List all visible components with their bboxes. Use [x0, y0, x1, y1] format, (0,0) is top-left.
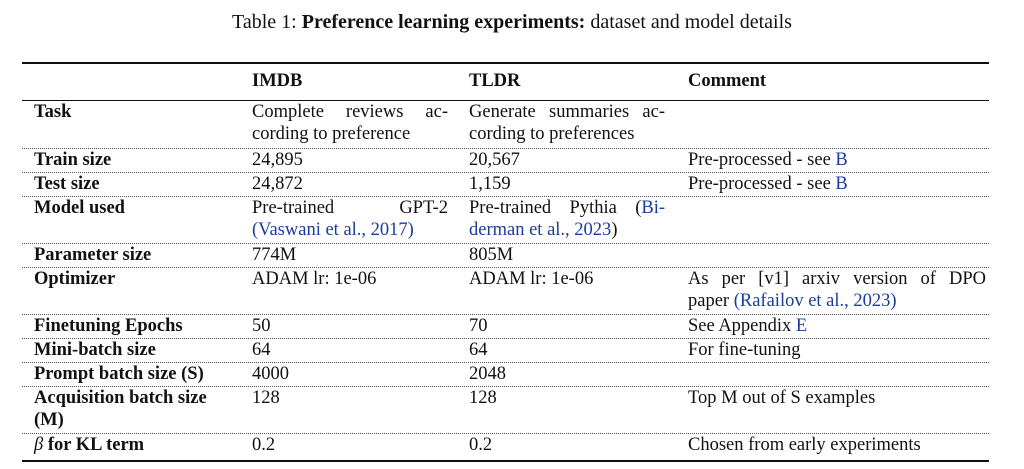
header-comment: Comment [688, 71, 767, 91]
tldr-line: Generate summaries ac- [469, 102, 665, 122]
comment-line: As per [v1] arxiv version of DPO [688, 269, 986, 289]
tldr-text: ) [611, 220, 618, 240]
citation-link[interactable]: derman et al., 2023 [469, 220, 612, 240]
appendix-link[interactable]: B [835, 150, 848, 170]
row-label-text: for KL term [43, 435, 145, 455]
tldr-cell: Generate summaries ac- cording to prefer… [469, 101, 665, 145]
row-label: Acquisition batch size (M) [34, 387, 249, 431]
details-table: IMDB TLDR Comment Task Complete reviews … [22, 62, 989, 462]
table-row-prompt-batch-size: Prompt batch size (S) 4000 2048 [22, 363, 989, 387]
row-label: Train size [34, 150, 112, 170]
comment-cell: Chosen from early experiments [688, 435, 921, 455]
table-caption: Table 1: Preference learning experiments… [0, 8, 1024, 36]
imdb-line: cording to preference [252, 124, 411, 144]
table-row-beta-kl: β for KL term 0.2 0.2 Chosen from early … [22, 434, 989, 460]
imdb-cell: ADAM lr: 1e-06 [252, 269, 377, 289]
tldr-text: Pre-trained Pythia ( [469, 198, 642, 218]
table-row-finetuning-epochs: Finetuning Epochs 50 70 See Appendix E [22, 315, 989, 339]
table-row-model-used: Model used Pre-trained GPT-2 (Vaswani et… [22, 197, 989, 244]
tldr-line: Pre-trained Pythia (Bi- [469, 197, 665, 219]
citation-link[interactable]: (Rafailov et al., 2023) [733, 291, 897, 311]
table-row-optimizer: Optimizer ADAM lr: 1e-06 ADAM lr: 1e-06 … [22, 268, 989, 315]
imdb-cell: 64 [252, 340, 271, 360]
row-label: Model used [34, 198, 125, 218]
comment-cell: Pre-processed - see B [688, 173, 986, 195]
imdb-line: Complete reviews ac- [252, 102, 448, 122]
row-label-line: (M) [34, 410, 64, 430]
comment-cell: As per [v1] arxiv version of DPO paper (… [688, 268, 986, 312]
imdb-cell: 128 [252, 388, 280, 408]
imdb-line: Pre-trained GPT-2 [252, 198, 448, 218]
table-row-parameter-size: Parameter size 774M 805M [22, 244, 989, 268]
citation-link[interactable]: Bi- [641, 198, 665, 218]
comment-cell: See Appendix E [688, 315, 986, 337]
imdb-cell: Pre-trained GPT-2 (Vaswani et al., 2017) [252, 197, 448, 241]
header-imdb: IMDB [252, 71, 303, 91]
comment-cell: Top M out of S examples [688, 388, 876, 408]
row-label: Test size [34, 174, 100, 194]
imdb-cell: 50 [252, 316, 271, 336]
tldr-cell: 1,159 [469, 174, 511, 194]
tldr-cell: 20,567 [469, 150, 520, 170]
tldr-line: derman et al., 2023) [469, 219, 665, 241]
comment-text: paper [688, 291, 734, 311]
header-tldr: TLDR [469, 71, 521, 91]
citation-link[interactable]: (Vaswani et al., 2017) [252, 220, 414, 240]
tldr-cell: Pre-trained Pythia (Bi- derman et al., 2… [469, 197, 665, 241]
table-row-acquisition-batch-size: Acquisition batch size (M) 128 128 Top M… [22, 387, 989, 434]
row-label: Prompt batch size (S) [34, 364, 204, 384]
comment-cell: Pre-processed - see B [688, 149, 986, 171]
imdb-cell: 0.2 [252, 435, 276, 455]
row-label-line: Acquisition batch size [34, 388, 207, 408]
tldr-cell: 64 [469, 340, 488, 360]
comment-text: See Appendix [688, 316, 796, 336]
imdb-cell: Complete reviews ac- cording to preferen… [252, 101, 448, 145]
tldr-cell: ADAM lr: 1e-06 [469, 269, 594, 289]
appendix-link[interactable]: E [795, 316, 808, 336]
comment-text: Pre-processed - see [688, 150, 836, 170]
row-label: Optimizer [34, 269, 116, 289]
caption-prefix: Table 1: [232, 11, 302, 33]
tldr-cell: 70 [469, 316, 488, 336]
caption-bold: Preference learning experiments: [301, 11, 586, 33]
comment-text: Pre-processed - see [688, 174, 836, 194]
tldr-line: cording to preferences [469, 124, 635, 144]
table-row-task: Task Complete reviews ac- cording to pre… [22, 101, 989, 149]
imdb-cell: 24,872 [252, 174, 303, 194]
row-label: Mini-batch size [34, 340, 156, 360]
row-label: Task [34, 102, 72, 122]
row-label: Parameter size [34, 245, 152, 265]
table-row-train-size: Train size 24,895 20,567 Pre-processed -… [22, 149, 989, 173]
comment-cell: For fine-tuning [688, 340, 801, 360]
imdb-cell: 24,895 [252, 150, 303, 170]
table-row-test-size: Test size 24,872 1,159 Pre-processed - s… [22, 173, 989, 197]
caption-rest: dataset and model details [585, 11, 792, 33]
tldr-cell: 0.2 [469, 435, 493, 455]
imdb-cell: 774M [252, 245, 297, 265]
tldr-cell: 128 [469, 388, 497, 408]
table-header-row: IMDB TLDR Comment [22, 64, 989, 101]
appendix-link[interactable]: B [835, 174, 848, 194]
comment-line: paper (Rafailov et al., 2023) [688, 290, 986, 312]
tldr-cell: 805M [469, 245, 514, 265]
beta-symbol: β [34, 435, 44, 455]
tldr-cell: 2048 [469, 364, 506, 384]
row-label: β for KL term [34, 434, 249, 456]
imdb-cell: 4000 [252, 364, 289, 384]
table-row-mini-batch-size: Mini-batch size 64 64 For fine-tuning [22, 339, 989, 363]
row-label: Finetuning Epochs [34, 316, 183, 336]
